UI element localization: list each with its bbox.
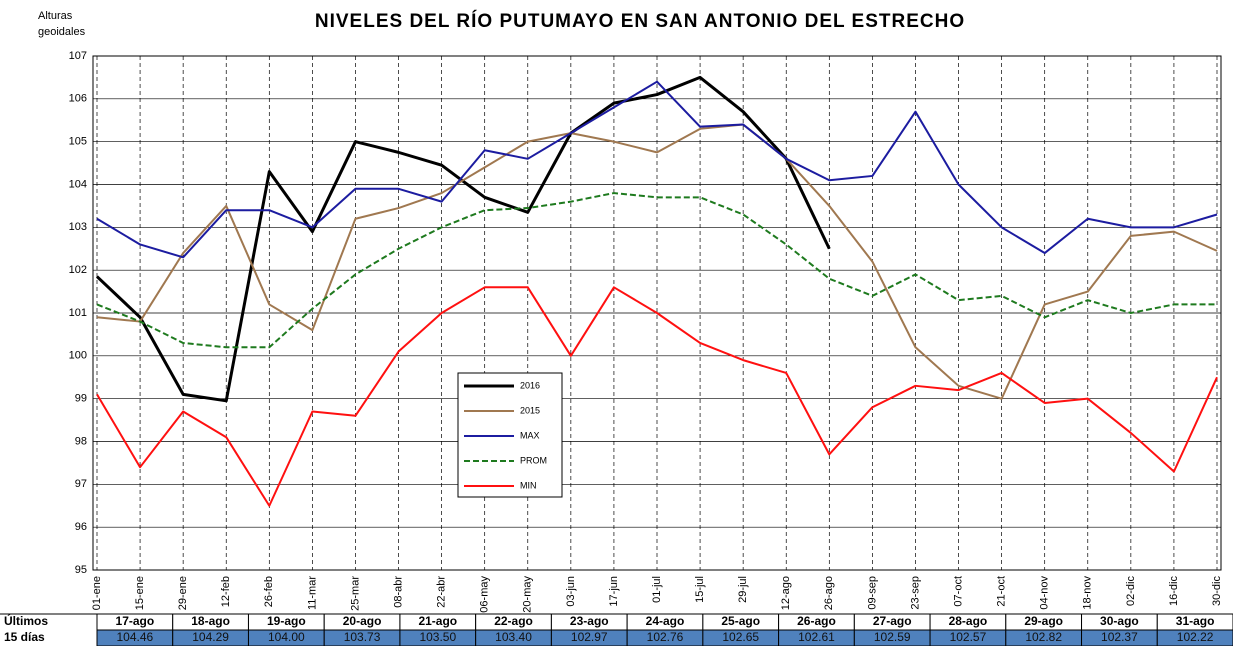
table-level: 102.76 — [647, 630, 684, 644]
table-date: 18-ago — [191, 614, 230, 628]
table-level: 103.73 — [344, 630, 381, 644]
table-row-label: Últimos — [4, 613, 48, 628]
legend-label: PROM — [520, 455, 547, 465]
table-date: 22-ago — [494, 614, 533, 628]
x-tick-label: 02-dic — [1125, 576, 1137, 606]
y-tick-label: 97 — [75, 478, 87, 490]
x-tick-label: 30-dic — [1211, 576, 1223, 606]
x-tick-label: 26-ago — [823, 576, 835, 610]
table-level: 102.65 — [722, 630, 759, 644]
x-tick-label: 03-jun — [565, 576, 577, 607]
x-tick-label: 09-sep — [866, 576, 878, 610]
table-level: 102.37 — [1101, 630, 1138, 644]
x-tick-label: 01-ene — [91, 576, 103, 610]
table-date: 19-ago — [267, 614, 306, 628]
x-tick-label: 29-jul — [737, 576, 749, 603]
legend-label: 2015 — [520, 405, 540, 415]
y-tick-label: 104 — [69, 178, 87, 190]
x-tick-label: 25-mar — [349, 576, 361, 611]
chart-title: NIVELES DEL RÍO PUTUMAYO EN SAN ANTONIO … — [315, 10, 965, 32]
x-tick-label: 16-dic — [1168, 576, 1180, 606]
table-date: 26-ago — [797, 614, 836, 628]
table-level: 102.61 — [798, 630, 835, 644]
series-line — [96, 123, 1218, 400]
table-date: 21-ago — [418, 614, 457, 628]
x-tick-label: 12-feb — [220, 576, 232, 607]
x-tick-label: 17-jun — [608, 576, 620, 607]
y-tick-label: 107 — [69, 50, 87, 62]
table-level: 102.97 — [571, 630, 608, 644]
x-tick-label: 21-oct — [996, 576, 1008, 607]
table-level: 104.46 — [117, 630, 154, 644]
table-level: 104.00 — [268, 630, 305, 644]
table-level: 102.59 — [874, 630, 911, 644]
table-level: 104.29 — [192, 630, 229, 644]
y-axis-label: Alturas geoidales — [38, 10, 86, 38]
table-date: 30-ago — [1100, 614, 1139, 628]
legend-label: MIN — [520, 480, 537, 490]
table-date: 29-ago — [1024, 614, 1063, 628]
series-line — [96, 192, 1217, 349]
y-tick-label: 99 — [75, 393, 87, 405]
table-date: 31-ago — [1176, 614, 1215, 628]
legend-label: 2016 — [520, 380, 540, 390]
y-tick-label: 96 — [75, 521, 87, 533]
table-date: 27-ago — [873, 614, 912, 628]
x-tick-label: 06-may — [479, 576, 491, 613]
table-row-label: 15 días — [4, 630, 45, 644]
x-tick-label: 07-oct — [952, 576, 964, 607]
table-level: 103.40 — [495, 630, 532, 644]
x-tick-label: 26-feb — [263, 576, 275, 607]
x-tick-label: 01-jul — [651, 576, 663, 603]
x-tick-label: 20-may — [522, 576, 534, 613]
table-date: 20-ago — [343, 614, 382, 628]
y-tick-label: 105 — [69, 136, 87, 148]
table-cell — [1156, 629, 1233, 646]
series-line — [96, 286, 1218, 507]
y-tick-label: 103 — [69, 221, 87, 233]
y-tick-label: 100 — [69, 350, 87, 362]
x-tick-label: 04-nov — [1039, 576, 1051, 610]
x-tick-label: 11-mar — [306, 576, 318, 610]
table-date: 23-ago — [570, 614, 609, 628]
table-date: 17-ago — [116, 614, 155, 628]
table-level: 102.57 — [950, 630, 987, 644]
x-tick-label: 18-nov — [1082, 576, 1094, 610]
y-tick-label: 95 — [75, 564, 87, 576]
table-level: 102.22 — [1177, 630, 1214, 644]
legend-label: MAX — [520, 430, 540, 440]
x-tick-label: 15-ene — [134, 576, 146, 610]
y-tick-label: 101 — [69, 307, 87, 319]
table-date: 25-ago — [721, 614, 760, 628]
y-tick-label: 102 — [69, 264, 87, 276]
x-tick-label: 15-jul — [694, 576, 706, 603]
x-tick-label: 12-ago — [780, 576, 792, 610]
series-line — [96, 80, 1218, 259]
table-level: 102.82 — [1025, 630, 1062, 644]
x-tick-label: 29-ene — [177, 576, 189, 610]
x-tick-label: 08-abr — [392, 576, 404, 608]
table-date: 24-ago — [646, 614, 685, 628]
y-tick-label: 106 — [69, 93, 87, 105]
table-date: 28-ago — [949, 614, 988, 628]
x-tick-label: 23-sep — [909, 576, 921, 610]
table-level: 103.50 — [419, 630, 456, 644]
y-tick-label: 98 — [75, 435, 87, 447]
x-tick-label: 22-abr — [436, 576, 448, 608]
